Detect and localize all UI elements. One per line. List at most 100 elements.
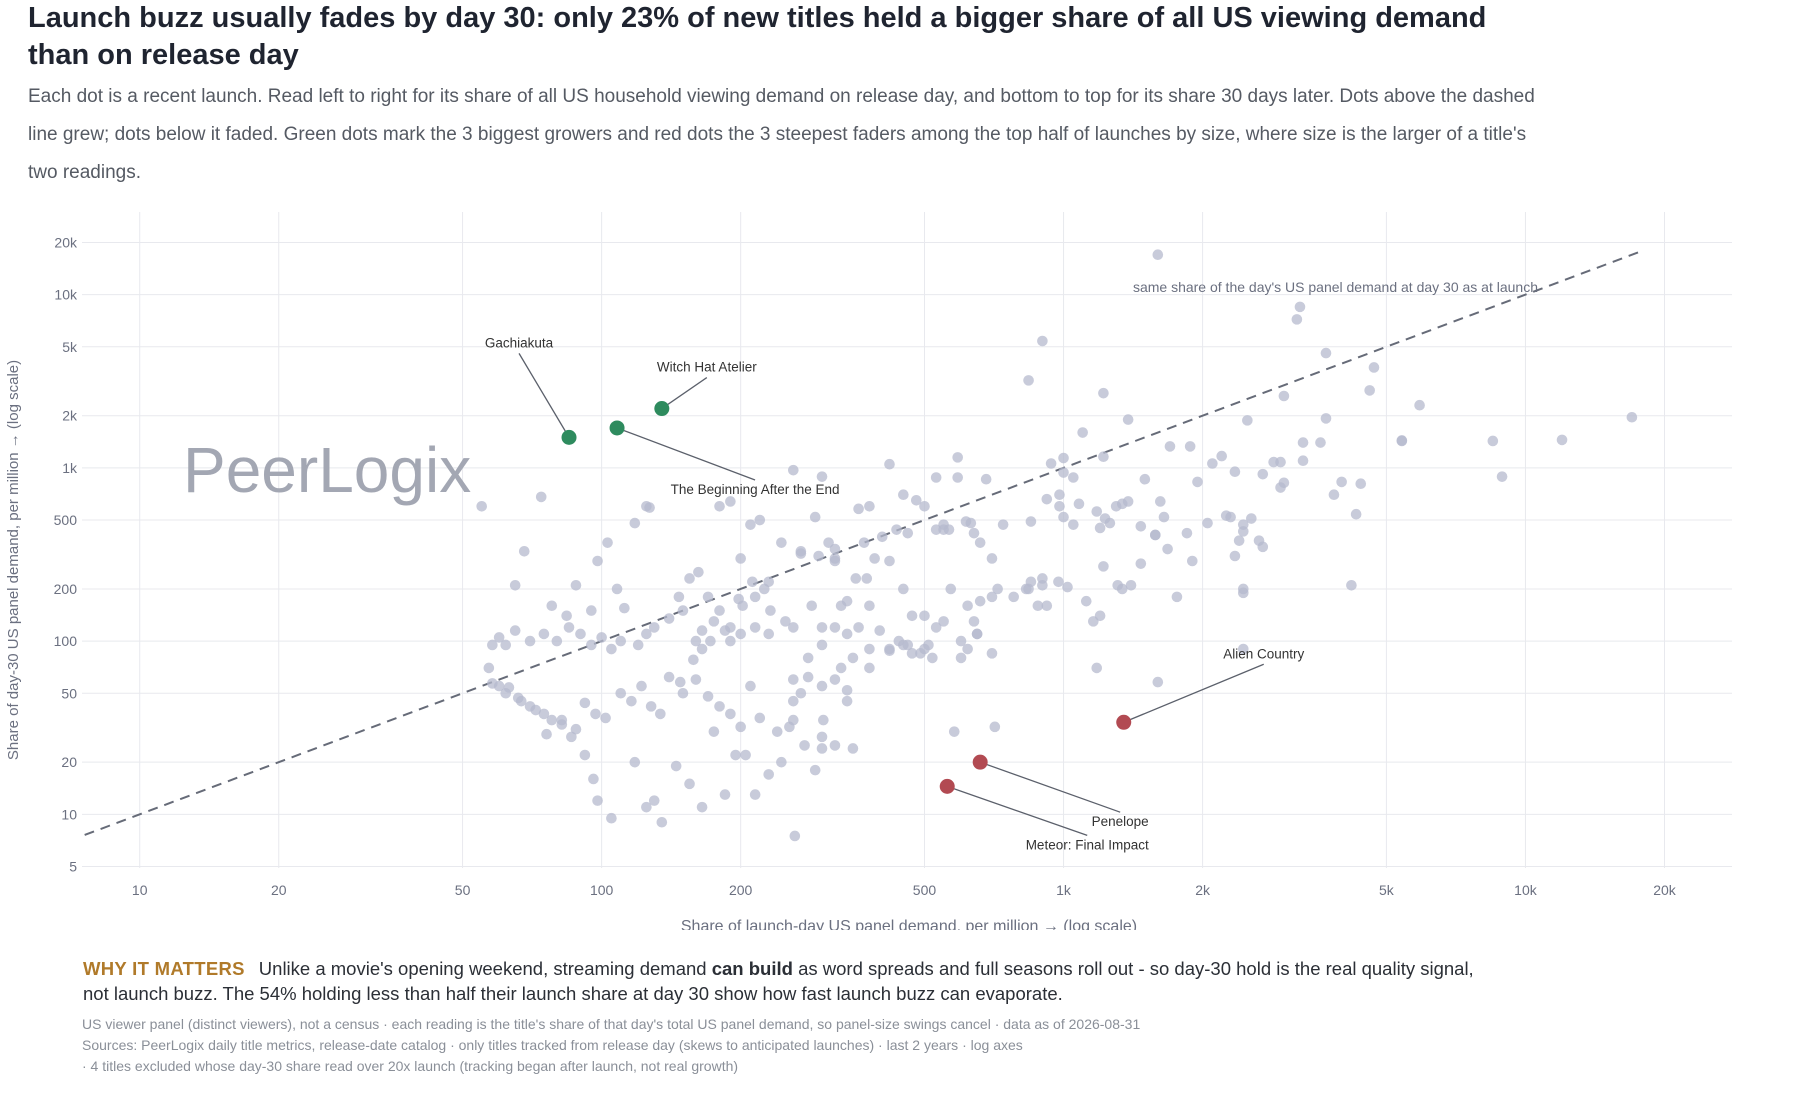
launch-point — [1164, 441, 1176, 452]
launch-point — [684, 778, 695, 790]
reference-line-layer: same share of the day's US panel demand … — [84, 249, 1644, 836]
launch-point — [515, 695, 527, 707]
launch-point — [1278, 390, 1290, 402]
launch-point — [670, 760, 682, 772]
launch-point — [884, 458, 895, 470]
launch-point — [708, 726, 720, 737]
launch-point — [619, 602, 630, 614]
annotation-label: Alien Country — [1223, 646, 1304, 661]
launch-point — [737, 600, 748, 612]
launch-point — [795, 548, 807, 559]
launch-point — [586, 605, 597, 616]
watermark: PeerLogix — [183, 434, 471, 506]
launch-point — [1122, 496, 1134, 507]
launch-point — [1364, 385, 1375, 396]
launch-point — [645, 701, 657, 712]
launch-point — [1152, 249, 1164, 261]
launch-point — [1135, 520, 1147, 532]
launch-point — [655, 708, 666, 720]
launch-point — [1062, 581, 1073, 593]
launch-point — [632, 639, 644, 651]
launch-point — [1054, 489, 1065, 501]
launch-point — [702, 591, 714, 603]
launch-point — [1207, 458, 1218, 469]
x-tick-label: 500 — [913, 882, 937, 898]
launch-point — [898, 489, 909, 501]
launch-point — [487, 639, 498, 651]
launch-point — [561, 610, 572, 622]
launch-point — [1237, 643, 1249, 655]
launch-point — [923, 639, 934, 651]
launch-point — [955, 652, 967, 664]
why-it-matters: WHY IT MATTERS Unlike a movie's opening w… — [83, 956, 1503, 1006]
launch-point — [714, 501, 725, 512]
reference-line-label: same share of the day's US panel demand … — [1133, 279, 1538, 295]
launch-point — [1058, 511, 1069, 523]
launch-point — [930, 472, 942, 483]
launch-point — [688, 654, 699, 666]
launch-point — [971, 628, 983, 640]
launch-point — [1496, 471, 1508, 482]
launch-point — [740, 749, 751, 761]
launch-point — [1242, 415, 1253, 426]
launch-point — [747, 576, 758, 588]
launch-point — [997, 519, 1009, 530]
launch-point — [674, 676, 686, 688]
launch-point — [1152, 676, 1164, 688]
launch-point — [546, 714, 558, 726]
launch-point — [788, 714, 799, 726]
launch-point — [1626, 411, 1638, 423]
launch-point — [968, 527, 980, 539]
x-tick-label: 100 — [590, 882, 614, 898]
launch-point — [789, 830, 801, 842]
launch-point — [541, 728, 552, 740]
launch-point — [503, 682, 515, 693]
launch-point — [1053, 576, 1064, 588]
launch-point — [952, 452, 963, 463]
launch-point — [602, 537, 613, 548]
launch-point — [835, 662, 847, 674]
launch-point — [725, 622, 736, 633]
grower-point — [561, 429, 577, 445]
launch-point — [802, 671, 814, 683]
launch-point — [1328, 489, 1340, 501]
annotation-label: Witch Hat Atelier — [657, 360, 757, 375]
launch-point — [1233, 535, 1245, 546]
launch-point — [1237, 526, 1249, 537]
launch-point — [629, 517, 641, 529]
launch-point — [556, 714, 568, 726]
launch-point — [538, 708, 550, 720]
launch-point — [816, 471, 828, 482]
grower-point — [654, 401, 670, 417]
launch-point — [1414, 399, 1425, 411]
launch-point — [586, 639, 597, 651]
launch-point — [1125, 579, 1137, 591]
launch-point — [566, 731, 577, 743]
launch-point — [850, 573, 862, 584]
launch-point — [509, 625, 521, 636]
launch-point — [788, 674, 799, 685]
launch-point — [974, 595, 986, 607]
x-tick-label: 50 — [455, 882, 471, 898]
launch-point — [915, 648, 926, 659]
launch-point — [992, 583, 1003, 595]
launch-point — [596, 632, 607, 643]
launch-point — [1556, 434, 1568, 446]
launch-point — [1315, 437, 1326, 448]
annotation-leader — [616, 427, 756, 481]
launch-point — [816, 743, 828, 754]
launch-point — [749, 789, 761, 800]
launch-point — [615, 635, 627, 647]
launch-point — [1216, 450, 1228, 462]
launch-point — [663, 613, 675, 624]
y-tick-label: 20k — [54, 235, 78, 251]
launch-point — [938, 616, 949, 627]
annotation-leader — [947, 785, 1088, 836]
launch-point — [1229, 466, 1241, 478]
launch-point — [493, 632, 505, 643]
launch-point — [816, 622, 828, 633]
launch-point — [590, 708, 601, 720]
launch-point — [841, 628, 853, 640]
launch-point — [714, 605, 725, 616]
y-tick-label: 500 — [54, 512, 78, 528]
